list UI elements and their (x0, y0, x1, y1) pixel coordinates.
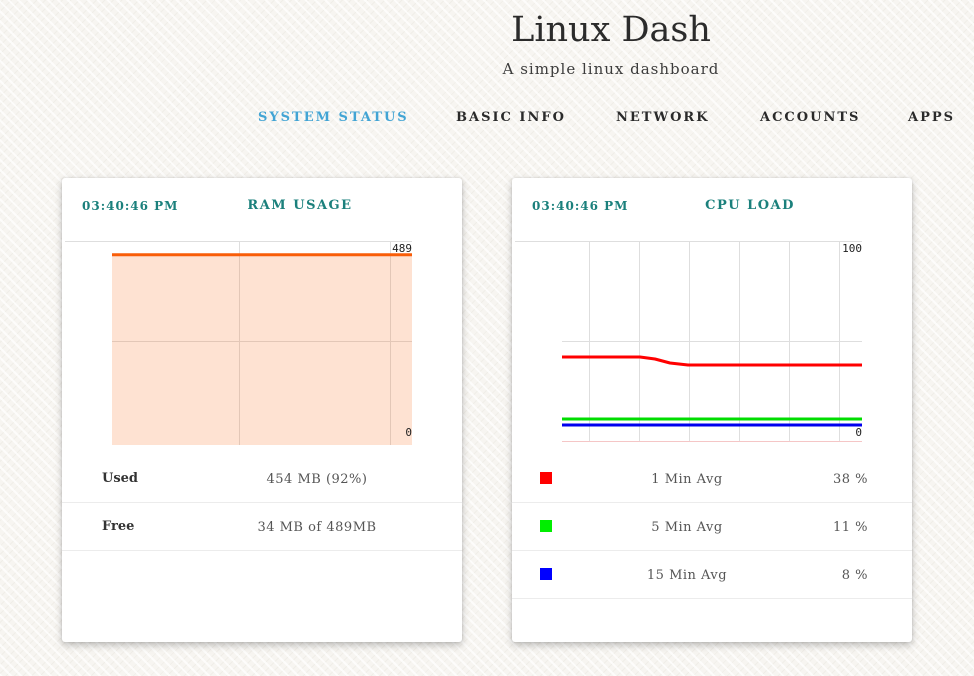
cpu-1min-value: 38 % (832, 472, 868, 487)
page-subtitle: A simple linux dashboard (502, 60, 720, 78)
legend-swatch-1min (540, 472, 552, 484)
nav-tab-apps[interactable]: APPS (908, 110, 956, 125)
table-row: Used 454 MB (92%) (62, 455, 462, 503)
nav-tab-system-status[interactable]: SYSTEM STATUS (258, 110, 409, 125)
ram-yaxis-min-label: 0 (405, 426, 412, 439)
ram-chart-svg (65, 241, 412, 445)
cpu-1min-label: 1 Min Avg (651, 472, 723, 487)
cpu-yaxis-max-label: 100 (842, 242, 862, 255)
cpu-legend-table: 1 Min Avg 38 % 5 Min Avg 11 % 15 Min Avg… (512, 455, 912, 599)
page-title: Linux Dash (511, 10, 711, 50)
ram-usage-panel: 03:40:46 PM RAM USAGE 489 0 Used 454 MB … (62, 178, 462, 642)
cpu-5min-label: 5 Min Avg (651, 520, 723, 535)
legend-swatch-5min (540, 520, 552, 532)
legend-swatch-15min (540, 568, 552, 580)
nav-tab-basic-info[interactable]: BASIC INFO (456, 110, 566, 125)
cpu-yaxis-min-label: 0 (855, 426, 862, 439)
ram-free-label: Free (102, 519, 135, 534)
cpu-chart-svg (515, 241, 862, 442)
cpu-panel-title: CPU LOAD (705, 198, 795, 213)
ram-stats-table: Used 454 MB (92%) Free 34 MB of 489MB (62, 455, 462, 551)
cpu-load-chart (515, 241, 862, 445)
cpu-15min-value: 8 % (841, 568, 868, 583)
table-row: 5 Min Avg 11 % (512, 503, 912, 551)
cpu-panel-timestamp: 03:40:46 PM (532, 199, 629, 213)
nav-tab-network[interactable]: NETWORK (616, 110, 710, 125)
cpu-15min-label: 15 Min Avg (646, 568, 728, 583)
cpu-5min-value: 11 % (832, 520, 868, 535)
ram-free-value: 34 MB of 489MB (257, 520, 377, 535)
nav-tab-accounts[interactable]: ACCOUNTS (760, 110, 861, 125)
ram-yaxis-max-label: 489 (392, 242, 412, 255)
cpu-load-panel: 03:40:46 PM CPU LOAD 100 0 1 Min Avg 38 … (512, 178, 912, 642)
table-row: 1 Min Avg 38 % (512, 455, 912, 503)
ram-used-value: 454 MB (92%) (266, 472, 368, 487)
ram-panel-timestamp: 03:40:46 PM (82, 199, 179, 213)
table-row: 15 Min Avg 8 % (512, 551, 912, 599)
ram-used-label: Used (102, 471, 139, 486)
ram-usage-chart (65, 241, 412, 445)
ram-panel-title: RAM USAGE (247, 198, 353, 213)
table-row: Free 34 MB of 489MB (62, 503, 462, 551)
